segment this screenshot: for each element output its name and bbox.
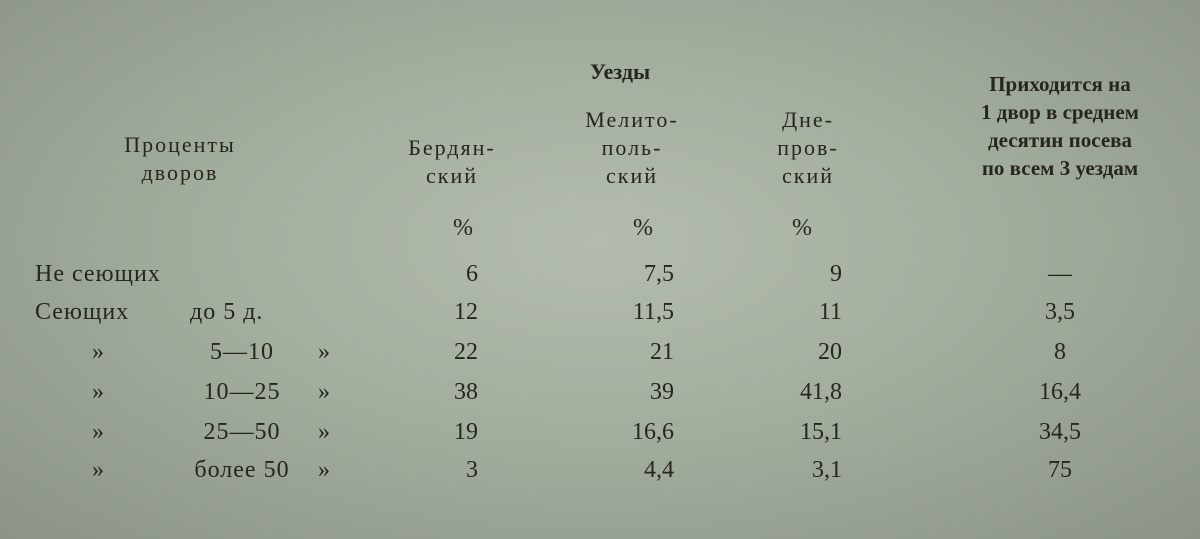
row-label-close-quote: »: [318, 339, 330, 365]
column-header-line: поль-: [601, 135, 663, 160]
row-label: Не сеющих: [35, 261, 161, 287]
cell-value: 3,5: [1045, 299, 1075, 325]
cell-value: 12: [454, 299, 478, 325]
cell-value: 38: [454, 379, 478, 405]
cell-value: 41,8: [800, 379, 842, 405]
unit-label: %: [633, 215, 653, 241]
row-header-line: дворов: [141, 160, 219, 185]
column-header-line: ский: [426, 163, 478, 188]
cell-value: 15,1: [800, 419, 842, 445]
column-header-average: Приходится на 1 двор в среднем десятин п…: [981, 70, 1139, 182]
row-label-close-quote: »: [318, 457, 330, 483]
cell-value: 21: [650, 339, 674, 365]
row-label-close-quote: »: [318, 419, 330, 445]
cell-value: 19: [454, 419, 478, 445]
column-header-line: ский: [782, 163, 834, 188]
column-header-berdyansk: Бердян- ский: [408, 134, 496, 190]
column-header-line: по всем 3 уездам: [981, 156, 1139, 180]
cell-value: 3,1: [812, 457, 842, 483]
cell-value: 39: [650, 379, 674, 405]
row-label-open-quote: »: [92, 457, 104, 483]
column-header-dneprovsk: Дне- пров- ский: [777, 106, 839, 190]
cell-value: 7,5: [644, 261, 674, 287]
row-label-open-quote: »: [92, 379, 104, 405]
column-header-line: Бердян-: [408, 135, 496, 160]
cell-value: 3: [466, 457, 478, 483]
cell-value: 9: [830, 261, 842, 287]
cell-value: 6: [466, 261, 478, 287]
column-header-line: пров-: [777, 135, 839, 160]
row-label: Сеющих: [35, 299, 130, 325]
cell-value: —: [1048, 261, 1072, 287]
row-range: 10—25: [203, 379, 281, 405]
column-header-line: десятин посева: [987, 128, 1132, 152]
cell-value: 11: [818, 299, 842, 325]
cell-value: 34,5: [1039, 419, 1081, 445]
row-range: до 5 д.: [190, 299, 264, 325]
cell-value: 4,4: [644, 457, 674, 483]
column-header-line: Дне-: [782, 107, 834, 132]
unit-label: %: [453, 215, 473, 241]
row-range: более 50: [194, 457, 290, 483]
cell-value: 11,5: [632, 299, 674, 325]
column-header-line: Приходится на: [989, 72, 1131, 96]
row-header-line: Проценты: [124, 132, 236, 157]
group-header: Уезды: [589, 59, 651, 84]
column-header-melitopol: Мелито- поль- ский: [585, 106, 678, 190]
cell-value: 8: [1054, 339, 1066, 365]
cell-value: 16,4: [1039, 379, 1081, 405]
column-header-line: 1 двор в среднем: [981, 100, 1139, 124]
unit-label: %: [792, 215, 812, 241]
row-range: 5—10: [210, 339, 274, 365]
column-header-line: ский: [605, 163, 658, 188]
row-label-open-quote: »: [92, 419, 104, 445]
row-header: Проценты дворов: [124, 131, 236, 187]
cell-value: 16,6: [632, 419, 674, 445]
cell-value: 75: [1048, 457, 1072, 483]
column-header-line: Мелито-: [585, 107, 679, 132]
row-range: 25—50: [203, 419, 281, 445]
cell-value: 22: [454, 339, 478, 365]
cell-value: 20: [818, 339, 842, 365]
row-label-close-quote: »: [318, 379, 330, 405]
row-label-open-quote: »: [92, 339, 104, 365]
